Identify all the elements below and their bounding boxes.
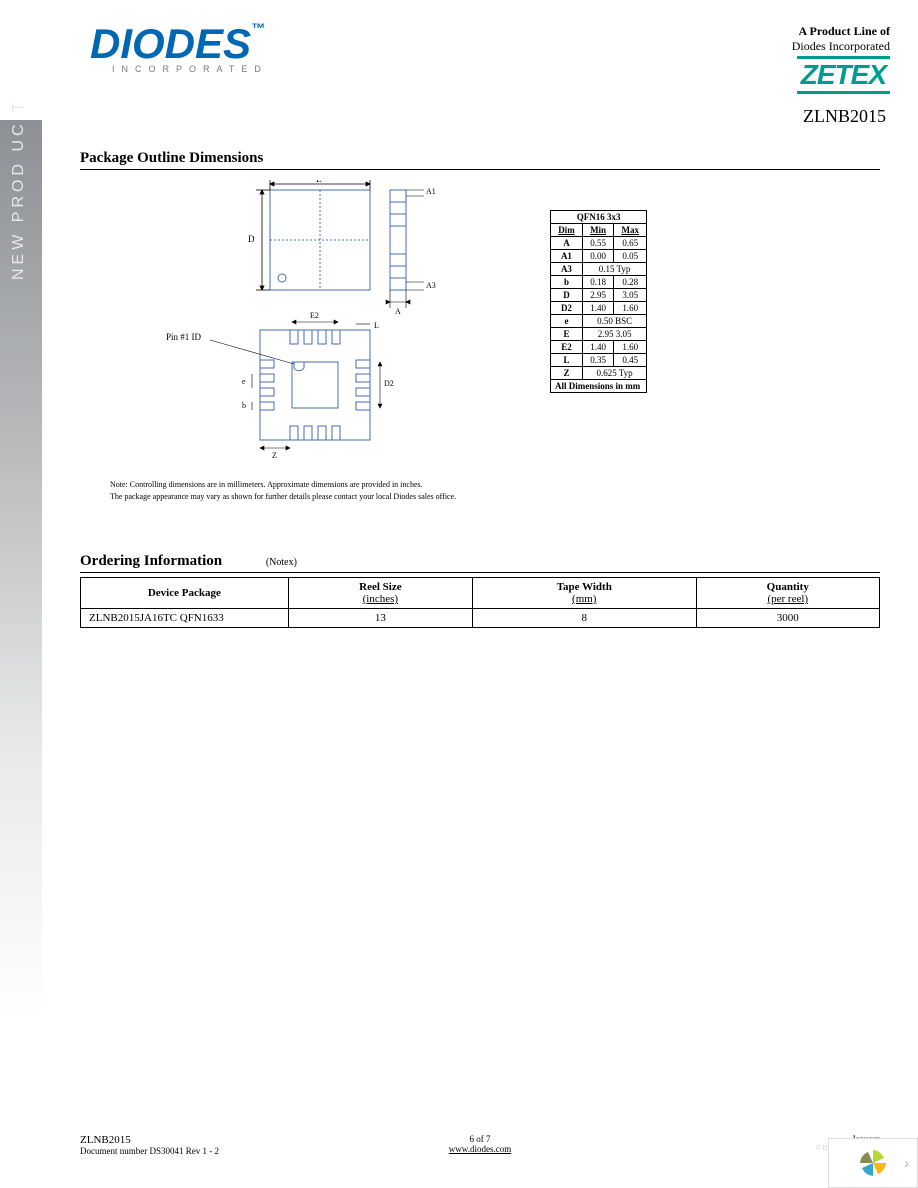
content: Package Outline Dimensions — [50, 150, 910, 628]
diodes-logo: DIODES™ INCORPORATED — [90, 20, 268, 74]
header: DIODES™ INCORPORATED A Product Line of D… — [50, 0, 910, 110]
footer-page: 6 of 7 — [80, 1134, 880, 1144]
company-name: Diodes Incorporated — [792, 39, 890, 54]
zetex-logo: ZETEX — [792, 56, 890, 94]
section-title-ordering: Ordering Information (Notex) — [80, 553, 880, 573]
dim-e: e — [242, 377, 246, 386]
dim-A: A — [395, 307, 401, 316]
order-qty: 3000 — [696, 609, 879, 628]
dim-L: L — [374, 321, 379, 330]
dim-hdr-max: Max — [614, 224, 647, 237]
dim-Z: Z — [272, 451, 277, 460]
zetex-text: ZETEX — [797, 56, 890, 94]
package-notes: Note: Controlling dimensions are in mill… — [110, 479, 510, 503]
footer-center: 6 of 7 www.diodes.com — [80, 1134, 880, 1154]
dim-E2: E2 — [310, 311, 319, 320]
order-reel: 13 — [288, 609, 472, 628]
dim-A1: A1 — [426, 187, 436, 196]
order-tape: 8 — [472, 609, 696, 628]
dim-D2: D2 — [384, 379, 394, 388]
package-area: E D — [90, 180, 880, 503]
note-line-1: Note: Controlling dimensions are in mill… — [110, 479, 510, 491]
part-number: ZLNB2015 — [803, 106, 886, 127]
dim-hdr-dim: Dim — [551, 224, 583, 237]
header-right: A Product Line of Diodes Incorporated ZE… — [792, 24, 890, 94]
dim-hdr-min: Min — [582, 224, 613, 237]
corner-widget[interactable]: › — [828, 1138, 918, 1188]
dim-A3: A3 — [426, 281, 436, 290]
package-diagram-svg: E D — [90, 180, 510, 460]
dim-D: D — [248, 234, 255, 244]
ordering-table: Device Package Reel Size(inches) Tape Wi… — [80, 577, 880, 628]
side-tab: NEW PROD UC T — [0, 0, 50, 1188]
page: DIODES™ INCORPORATED A Product Line of D… — [50, 0, 910, 1188]
dim-E: E — [316, 180, 322, 184]
order-hdr-qty: Quantity(per reel) — [696, 578, 879, 609]
side-tab-text: NEW PROD UC T — [10, 99, 28, 280]
order-device: ZLNB2015JA16TC QFN1633 — [81, 609, 289, 628]
dimension-table: QFN16 3x3 Dim Min Max A0.550.65 A10.000.… — [550, 210, 647, 393]
footer-url: www.diodes.com — [80, 1144, 880, 1154]
chevron-right-icon: › — [904, 1155, 909, 1171]
logo-text: DIODES — [90, 20, 251, 67]
dim-table-title: QFN16 3x3 — [551, 211, 647, 224]
package-drawings: E D — [90, 180, 510, 503]
dim-b: b — [242, 401, 246, 410]
section-title-package: Package Outline Dimensions — [80, 150, 880, 170]
order-hdr-tape: Tape Width(mm) — [472, 578, 696, 609]
order-hdr-device: Device Package — [81, 578, 289, 609]
ordering-notex: (Notex) — [266, 557, 297, 568]
ordering-title-text: Ordering Information — [80, 553, 222, 569]
note-line-2: The package appearance may vary as shown… — [110, 491, 510, 503]
pinwheel-icon — [856, 1146, 890, 1180]
product-line-label: A Product Line of — [792, 24, 890, 39]
order-row: ZLNB2015JA16TC QFN1633 13 8 3000 — [81, 609, 880, 628]
pin1-label: Pin #1 ID — [166, 332, 202, 342]
logo-subtext: INCORPORATED — [112, 64, 268, 74]
order-hdr-reel: Reel Size(inches) — [288, 578, 472, 609]
dim-table-footer: All Dimensions in mm — [551, 380, 647, 393]
